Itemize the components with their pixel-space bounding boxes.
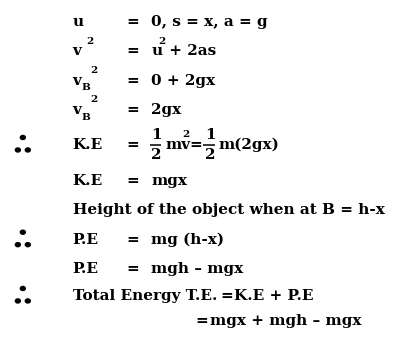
Text: 2: 2 (159, 37, 166, 45)
Text: 1: 1 (151, 128, 162, 142)
Circle shape (25, 148, 30, 152)
Text: K.E: K.E (73, 174, 103, 188)
Text: 2: 2 (90, 66, 98, 75)
Text: =: = (127, 73, 139, 88)
Text: 2: 2 (183, 130, 190, 139)
Circle shape (20, 230, 25, 234)
Circle shape (15, 299, 20, 303)
Text: =: = (127, 103, 139, 117)
Text: =: = (127, 262, 139, 276)
Text: u: u (151, 44, 163, 58)
Text: v: v (73, 44, 81, 58)
Text: 0 + 2gx: 0 + 2gx (151, 73, 216, 88)
Text: 1: 1 (205, 128, 216, 142)
Circle shape (20, 135, 25, 140)
Text: mgx: mgx (151, 174, 188, 188)
Text: P.E: P.E (73, 233, 99, 247)
Text: 0, s = x, a = g: 0, s = x, a = g (151, 15, 268, 29)
Text: Height of the object when at B = h-x: Height of the object when at B = h-x (73, 203, 385, 217)
Text: =: = (189, 138, 202, 152)
Text: B: B (82, 84, 90, 92)
Text: K.E: K.E (73, 138, 103, 152)
Text: 2: 2 (86, 37, 93, 45)
Text: =: = (127, 138, 139, 152)
Text: v: v (73, 103, 81, 117)
Text: =: = (127, 174, 139, 188)
Text: v: v (73, 73, 81, 88)
Text: K.E + P.E: K.E + P.E (234, 289, 314, 303)
Circle shape (15, 148, 20, 152)
Text: =: = (127, 44, 139, 58)
Text: =: = (127, 233, 139, 247)
Text: mgx + mgh – mgx: mgx + mgh – mgx (210, 314, 361, 328)
Text: 2: 2 (205, 148, 215, 162)
Text: m(2gx): m(2gx) (219, 138, 280, 152)
Text: mg (h-x): mg (h-x) (151, 233, 225, 247)
Text: =: = (220, 289, 233, 303)
Text: mv: mv (165, 138, 190, 152)
Text: mgh – mgx: mgh – mgx (151, 262, 244, 276)
Text: + 2as: + 2as (164, 44, 217, 58)
Circle shape (25, 299, 30, 303)
Text: u: u (73, 15, 84, 29)
Text: Total Energy T.E.: Total Energy T.E. (73, 289, 217, 303)
Circle shape (25, 243, 30, 247)
Text: =: = (195, 314, 208, 328)
Text: 2: 2 (90, 95, 98, 104)
Text: =: = (127, 15, 139, 29)
Text: 2gx: 2gx (151, 103, 182, 117)
Text: 2: 2 (151, 148, 162, 162)
Circle shape (15, 243, 20, 247)
Text: P.E: P.E (73, 262, 99, 276)
Text: B: B (82, 113, 90, 122)
Circle shape (20, 286, 25, 290)
